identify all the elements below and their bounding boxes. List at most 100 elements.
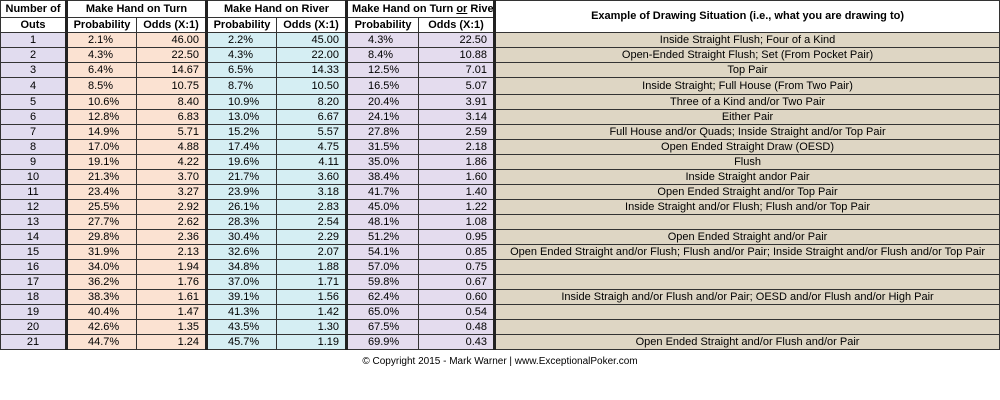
header-river-probability: Probability bbox=[205, 17, 277, 33]
cell-tor-probability: 48.1% bbox=[345, 214, 420, 230]
cell-river-odds: 2.54 bbox=[275, 214, 348, 230]
cell-river-odds: 1.71 bbox=[275, 274, 348, 290]
cell-example: Inside Straight andor Pair bbox=[493, 169, 1000, 185]
cell-turn-probability: 4.3% bbox=[65, 47, 137, 63]
cell-tor-odds: 22.50 bbox=[418, 32, 496, 48]
cell-turn-probability: 38.3% bbox=[65, 289, 137, 305]
header-make-hand-on-turn-or-river: Make Hand on Turn or River bbox=[345, 0, 496, 18]
footer-row: © Copyright 2015 - Mark Warner | www.Exc… bbox=[0, 349, 1000, 372]
table-row: 5 10.6% 8.40 10.9% 8.20 20.4% 3.91 Three of a K… bbox=[0, 94, 1000, 110]
cell-outs: 10 bbox=[0, 169, 67, 185]
cell-river-probability: 39.1% bbox=[205, 289, 277, 305]
cell-tor-probability: 38.4% bbox=[345, 169, 420, 185]
cell-river-odds: 6.67 bbox=[275, 109, 348, 125]
table-row: 19 40.4% 1.47 41.3% 1.42 65.0% 0.54 bbox=[0, 304, 1000, 320]
cell-river-odds: 2.07 bbox=[275, 244, 348, 260]
cell-example: Either Pair bbox=[493, 109, 1000, 125]
cell-outs: 8 bbox=[0, 139, 67, 155]
header-river-odds: Odds (X:1) bbox=[275, 17, 348, 33]
cell-turn-odds: 4.22 bbox=[136, 154, 207, 170]
cell-turn-probability: 6.4% bbox=[65, 62, 137, 78]
cell-river-probability: 30.4% bbox=[205, 229, 277, 245]
cell-turn-probability: 31.9% bbox=[65, 244, 137, 260]
cell-turn-odds: 2.92 bbox=[136, 199, 207, 215]
header-row-groups: Number of Make Hand on Turn Make Hand on… bbox=[0, 0, 1000, 33]
cell-tor-odds: 1.08 bbox=[418, 214, 496, 230]
cell-tor-odds: 1.22 bbox=[418, 199, 496, 215]
cell-turn-odds: 1.61 bbox=[136, 289, 207, 305]
cell-tor-probability: 45.0% bbox=[345, 199, 420, 215]
table-row: 6 12.8% 6.83 13.0% 6.67 24.1% 3.14 Either Pair bbox=[0, 109, 1000, 125]
header-tor-probability: Probability bbox=[345, 17, 420, 33]
cell-tor-odds: 3.91 bbox=[418, 94, 496, 110]
cell-outs: 13 bbox=[0, 214, 67, 230]
cell-tor-odds: 0.85 bbox=[418, 244, 496, 260]
cell-river-probability: 21.7% bbox=[205, 169, 277, 185]
cell-turn-probability: 2.1% bbox=[65, 32, 137, 48]
cell-outs: 1 bbox=[0, 32, 67, 48]
cell-outs: 16 bbox=[0, 259, 67, 275]
cell-tor-probability: 20.4% bbox=[345, 94, 420, 110]
table-row: 14 29.8% 2.36 30.4% 2.29 51.2% 0.95 Open Ended … bbox=[0, 229, 1000, 245]
table-row: 13 27.7% 2.62 28.3% 2.54 48.1% 1.08 bbox=[0, 214, 1000, 230]
cell-turn-probability: 10.6% bbox=[65, 94, 137, 110]
table-body: 1 2.1% 46.00 2.2% 45.00 4.3% 22.50 Inside Strai… bbox=[0, 32, 1000, 350]
cell-outs: 2 bbox=[0, 47, 67, 63]
cell-tor-probability: 41.7% bbox=[345, 184, 420, 200]
cell-river-probability: 4.3% bbox=[205, 47, 277, 63]
cell-turn-probability: 44.7% bbox=[65, 334, 137, 350]
cell-turn-odds: 1.94 bbox=[136, 259, 207, 275]
cell-river-probability: 34.8% bbox=[205, 259, 277, 275]
cell-river-probability: 43.5% bbox=[205, 319, 277, 335]
table-row: 2 4.3% 22.50 4.3% 22.00 8.4% 10.88 Open-Ended S… bbox=[0, 47, 1000, 63]
cell-example: Flush bbox=[493, 154, 1000, 170]
cell-turn-probability: 25.5% bbox=[65, 199, 137, 215]
cell-river-probability: 13.0% bbox=[205, 109, 277, 125]
table-row: 20 42.6% 1.35 43.5% 1.30 67.5% 0.48 bbox=[0, 319, 1000, 335]
cell-outs: 19 bbox=[0, 304, 67, 320]
cell-tor-odds: 0.67 bbox=[418, 274, 496, 290]
cell-tor-probability: 12.5% bbox=[345, 62, 420, 78]
table-row: 7 14.9% 5.71 15.2% 5.57 27.8% 2.59 Full House a… bbox=[0, 124, 1000, 140]
cell-tor-probability: 31.5% bbox=[345, 139, 420, 155]
cell-river-odds: 8.20 bbox=[275, 94, 348, 110]
cell-example: Inside Straight; Full House (From Two Pa… bbox=[493, 77, 1000, 95]
cell-example bbox=[493, 274, 1000, 290]
cell-river-odds: 14.33 bbox=[275, 62, 348, 78]
table-row: 3 6.4% 14.67 6.5% 14.33 12.5% 7.01 Top Pair bbox=[0, 62, 1000, 78]
cell-river-odds: 22.00 bbox=[275, 47, 348, 63]
cell-tor-probability: 35.0% bbox=[345, 154, 420, 170]
header-tor-suffix: River bbox=[470, 2, 494, 15]
cell-outs: 4 bbox=[0, 77, 67, 95]
cell-example: Open Ended Straight and/or Pair bbox=[493, 229, 1000, 245]
cell-turn-probability: 8.5% bbox=[65, 77, 137, 95]
cell-tor-probability: 62.4% bbox=[345, 289, 420, 305]
cell-river-probability: 6.5% bbox=[205, 62, 277, 78]
cell-outs: 11 bbox=[0, 184, 67, 200]
cell-tor-odds: 2.59 bbox=[418, 124, 496, 140]
cell-outs: 15 bbox=[0, 244, 67, 260]
table-row: 10 21.3% 3.70 21.7% 3.60 38.4% 1.60 Inside Stra… bbox=[0, 169, 1000, 185]
poker-outs-odds-table: Number of Make Hand on Turn Make Hand on… bbox=[0, 0, 1000, 372]
header-make-hand-on-turn: Make Hand on Turn bbox=[65, 0, 207, 18]
header-tor-odds: Odds (X:1) bbox=[418, 17, 496, 33]
cell-turn-probability: 42.6% bbox=[65, 319, 137, 335]
cell-tor-probability: 65.0% bbox=[345, 304, 420, 320]
header-example: Example of Drawing Situation (i.e., what… bbox=[493, 0, 1000, 33]
cell-river-odds: 1.56 bbox=[275, 289, 348, 305]
cell-tor-odds: 1.40 bbox=[418, 184, 496, 200]
table-row: 15 31.9% 2.13 32.6% 2.07 54.1% 0.85 Open Ended … bbox=[0, 244, 1000, 260]
cell-river-odds: 3.18 bbox=[275, 184, 348, 200]
cell-example: Open Ended Straight and/or Flush and/or … bbox=[493, 334, 1000, 350]
cell-tor-odds: 7.01 bbox=[418, 62, 496, 78]
table-row: 12 25.5% 2.92 26.1% 2.83 45.0% 1.22 Inside Stra… bbox=[0, 199, 1000, 215]
cell-example: Top Pair bbox=[493, 62, 1000, 78]
cell-river-odds: 1.88 bbox=[275, 259, 348, 275]
cell-river-probability: 8.7% bbox=[205, 77, 277, 95]
cell-tor-odds: 0.75 bbox=[418, 259, 496, 275]
table-row: 4 8.5% 10.75 8.7% 10.50 16.5% 5.07 Inside Strai… bbox=[0, 77, 1000, 95]
cell-turn-probability: 14.9% bbox=[65, 124, 137, 140]
cell-river-odds: 5.57 bbox=[275, 124, 348, 140]
cell-turn-probability: 27.7% bbox=[65, 214, 137, 230]
